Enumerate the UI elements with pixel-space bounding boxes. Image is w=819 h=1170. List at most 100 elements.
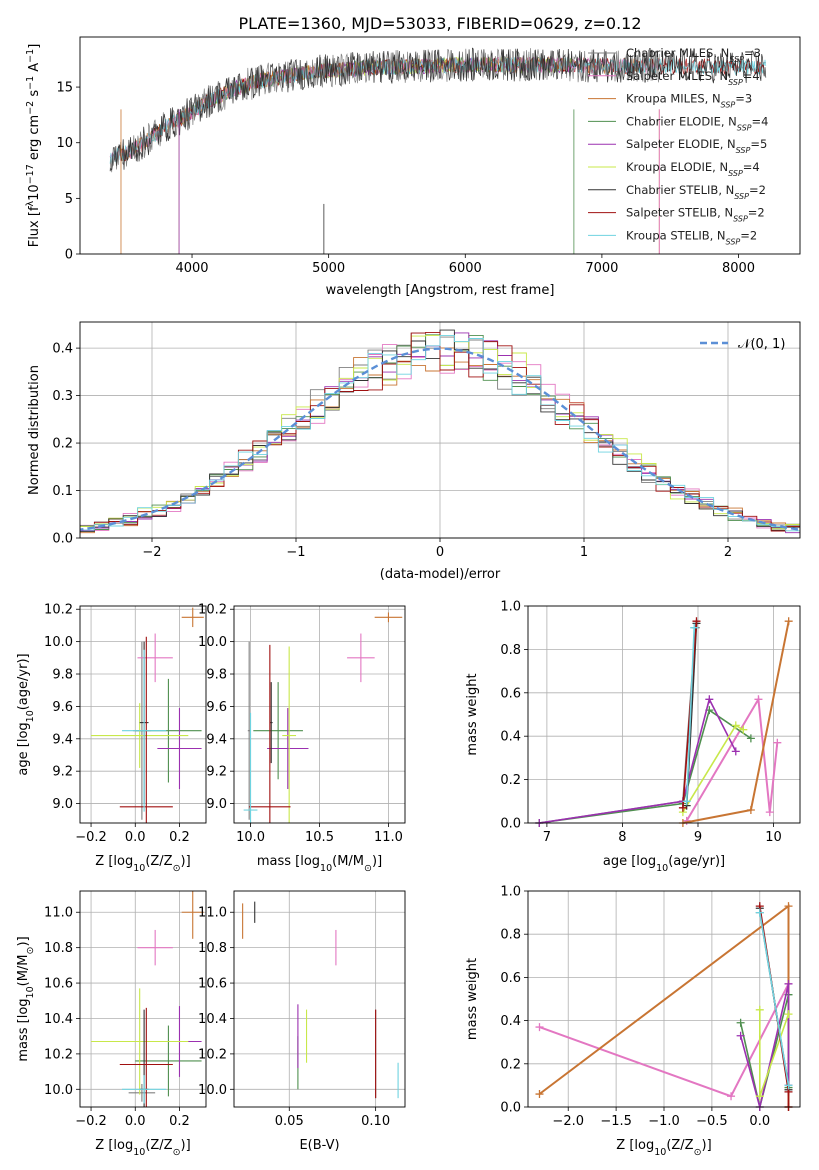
tick-label-x: −1 [286,545,305,560]
errorbars-mass-vs-Z [91,891,204,1107]
panel-residuals: −2 −1 0 1 2 0.0 0.1 0.2 0.3 0.4 𝒩(0, 1) (data-model… [27,321,801,582]
legend-label-6: Chabrier STELIB, NSSP=2 [626,183,766,201]
axes-frame [527,605,801,824]
tick-label-y: 0.8 [500,928,521,943]
mass-vs-Z-xlabel: Z [log10(Z/Z⊙)] [95,1138,190,1158]
tick-label-x: −0.2 [75,830,107,845]
age-vs-Z-ylabel: age [log10(age/yr)] [16,653,36,775]
tick-label-y: 10.8 [44,941,73,956]
weight-line-8 [685,627,695,802]
tick-label-y: 10.6 [198,977,227,992]
weight-marker [784,902,793,911]
tick-label-x: 0 [436,545,444,560]
tick-label-x: 0.10 [361,1114,390,1129]
tick-label-y: 9.4 [206,732,227,747]
weight-marker [746,734,755,743]
age-vs-mass-xlabel: mass [log10(M/M⊙)] [257,854,382,874]
tick-label-x: 5000 [312,261,345,276]
weight-marker [784,1081,793,1090]
errorbars-age-vs-mass [243,612,403,823]
panel-age-vs-Z: −0.2 0.0 0.2 9.0 9.2 9.4 9.6 9.8 10.0 10.2 Z [log1… [16,603,207,874]
panel-mass-vs-Z: −0.2 0.0 0.2 10.0 10.2 10.4 10.6 10.8 11.0 Z [log… [16,890,207,1158]
legend-label-4: Salpeter ELODIE, NSSP=5 [626,137,767,155]
weight-marker [754,695,763,704]
histogram-8 [80,334,800,532]
weight-marker [773,738,782,747]
tick-label-x: 10.0 [236,830,265,845]
axes-frame [233,890,406,1108]
tick-label-y: 0.0 [52,532,73,547]
tick-label-y: 0.2 [52,437,73,452]
tick-label-y: 10.2 [44,603,73,618]
tick-label-y: 10.0 [198,1083,227,1098]
tick-label-y: 10.0 [44,635,73,650]
axes-frame [79,605,207,824]
tick-label-x: −0.5 [696,1114,728,1129]
axes-frame [79,890,207,1108]
tick-label-x: 2 [724,545,732,560]
tick-label-x: 6000 [449,261,482,276]
weight-vs-age-ylabel: mass weight [465,673,480,755]
tick-label-y: 9.8 [52,668,73,683]
weight-line-3 [539,708,752,824]
weight-marker [746,805,755,814]
weight-vs-age-xlabel: age [log10(age/yr)] [603,854,725,874]
tick-label-y: 9.2 [52,765,73,780]
weight-marker [739,725,748,734]
weight-marker [755,908,764,917]
weight-line-4 [539,697,737,824]
age-vs-Z-xlabel: Z [log10(Z/Z⊙)] [95,854,190,874]
weight-line-8 [759,912,790,1086]
tick-label-y: 0.3 [52,389,73,404]
tick-label-y: 0.2 [500,773,521,788]
legend-label-8: Kroupa STELIB, NSSP=2 [626,228,757,246]
tick-label-y: 0.0 [500,1101,521,1116]
tick-label-x: 11.0 [374,830,403,845]
weight-marker [784,617,793,626]
tick-label-x: 9 [694,830,702,845]
weight-marker [784,979,793,988]
legend-label-1: Salpeter MILES, NSSP=4 [626,69,760,87]
weight-marker [736,1031,745,1040]
weight-marker [692,617,701,626]
tick-label-y: 9.4 [52,732,73,747]
weight-marker [727,1092,736,1101]
tick-label-x: 0.2 [169,1114,190,1129]
tick-label-y: 10.0 [198,635,227,650]
tick-label-x: 0.05 [275,1114,304,1129]
tick-label-y: 9.2 [206,765,227,780]
gaussian-legend-label: 𝒩(0, 1) [738,337,785,352]
weight-lines-weight-vs-Z [535,902,793,1111]
spectrum-line-6 [109,47,767,172]
tick-label-y: 15 [56,81,73,96]
tick-label-y: 9.6 [206,700,227,715]
panel-weight-vs-Z: −2.0 −1.5 −1.0 −0.5 0.0 0.0 0.2 0.4 0.6 0.8 1.0 Z [… [465,885,801,1158]
axes-frame [79,321,801,539]
tick-label-x: −0.2 [75,1114,107,1129]
weight-vs-Z-xlabel: Z [log10(Z/Z⊙)] [616,1138,711,1158]
tick-label-y: 11.0 [198,906,227,921]
panel-mass-vs-ebv: 0.05 0.10 10.0 10.2 10.4 10.6 10.8 11.0 E(B-V) [198,890,406,1153]
residuals-xlabel: (data-model)/error [380,567,501,582]
tick-label-y: 9.6 [52,700,73,715]
weight-line-0 [539,627,697,824]
residuals-ylabel: Normed distribution [27,365,42,495]
tick-label-x: 10 [765,830,782,845]
tick-label-y: 10.2 [44,1047,73,1062]
weight-line-4 [739,983,790,1108]
weight-marker [755,1092,764,1101]
panel-weight-vs-age: 7 8 9 10 0.0 0.2 0.4 0.6 0.8 1.0 age [log10(age/yr… [465,600,801,874]
tick-label-x: 0.0 [125,1114,146,1129]
tick-label-y: 9.8 [206,668,227,683]
tick-label-y: 10.2 [198,603,227,618]
tick-label-y: 0.4 [52,342,73,357]
legend-label-2: Kroupa MILES, NSSP=3 [626,92,752,110]
tick-label-y: 10.0 [44,1083,73,1098]
weight-marker [535,1023,544,1032]
weight-marker [731,721,740,730]
weight-marker [682,797,691,806]
weight-marker [784,1010,793,1019]
panel-spectrum: 4000 5000 6000 7000 8000 0 5 10 15 Chabrier MILES… [25,36,801,298]
weight-marker [731,747,740,756]
tick-label-x: 4000 [175,261,208,276]
